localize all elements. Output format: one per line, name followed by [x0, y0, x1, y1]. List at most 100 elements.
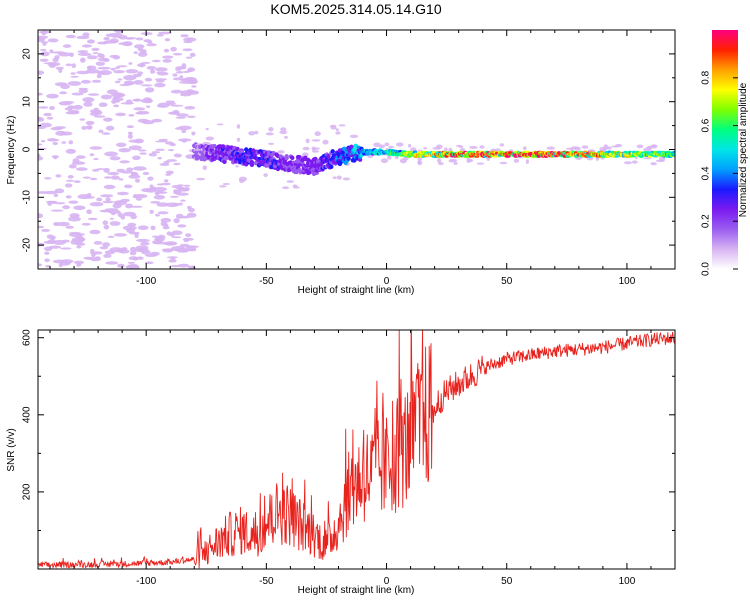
noise-cell: [119, 160, 130, 164]
noise-cell: [180, 90, 194, 95]
x-tick-label: -100: [136, 276, 156, 287]
noise-cell: [173, 52, 183, 56]
noise-cell: [53, 193, 59, 198]
ridge-core: [246, 155, 249, 159]
noise-cell: [144, 261, 154, 265]
ridge-core: [214, 151, 218, 155]
ridge-noise-cell: [302, 146, 310, 151]
noise-cell: [44, 258, 50, 263]
noise-cell: [141, 61, 151, 64]
noise-cell: [118, 249, 130, 254]
ridge-noise-cell: [623, 161, 633, 165]
noise-cell: [169, 143, 176, 147]
noise-cell: [187, 67, 196, 72]
noise-cell: [150, 225, 156, 231]
ridge-noise-cell: [202, 165, 208, 170]
ridge-cell: [330, 149, 335, 154]
noise-cell: [153, 187, 167, 192]
x-tick-label: -50: [259, 576, 274, 587]
noise-cell: [62, 44, 72, 48]
noise-cell: [132, 98, 142, 102]
noise-cell: [166, 256, 179, 259]
noise-cell: [65, 195, 72, 199]
ridge-core: [335, 155, 339, 159]
spectrogram-y-axis-label: Frequency (Hz): [6, 116, 17, 185]
noise-cell: [38, 263, 43, 267]
noise-cell: [91, 79, 102, 83]
noise-cell: [83, 101, 93, 107]
noise-cell: [97, 57, 110, 62]
noise-cell: [155, 67, 168, 72]
noise-cell: [163, 241, 178, 246]
noise-cell: [67, 175, 74, 179]
ridge-noise-cell: [636, 144, 644, 149]
noise-cell: [81, 222, 91, 226]
ridge-noise-cell: [432, 147, 441, 150]
ridge-noise-cell: [499, 161, 508, 165]
noise-cell: [126, 167, 134, 172]
ridge-cell: [346, 156, 351, 161]
noise-cell: [178, 202, 183, 206]
ridge-noise-cell: [611, 145, 620, 148]
ridge-noise-cell: [444, 147, 448, 152]
noise-cell: [182, 70, 191, 73]
noise-cell: [127, 131, 133, 135]
y-tick-label: 10: [22, 96, 33, 108]
noise-cell: [103, 184, 116, 190]
ridge-noise-cell: [387, 155, 392, 160]
noise-cell: [50, 138, 60, 142]
noise-cell: [43, 112, 52, 117]
noise-cell: [135, 245, 149, 250]
noise-cell: [68, 140, 74, 145]
noise-cell: [184, 106, 196, 110]
noise-cell: [185, 246, 197, 251]
noise-cell: [165, 170, 174, 175]
ridge-noise-cell: [335, 131, 341, 135]
noise-cell: [46, 93, 59, 99]
noise-cell: [55, 66, 64, 70]
ridge-noise-cell: [453, 161, 458, 165]
noise-cell: [177, 263, 190, 268]
spectrogram-frame: [37, 29, 676, 270]
noise-cell: [189, 52, 196, 58]
noise-cell: [160, 217, 172, 223]
noise-cell: [47, 62, 61, 67]
noise-cell: [80, 57, 86, 63]
noise-cell: [81, 44, 92, 48]
noise-cell: [163, 48, 170, 53]
noise-cell: [155, 79, 165, 83]
ridge-noise-cell: [292, 184, 298, 188]
noise-cell: [44, 177, 52, 180]
ridge-cell: [223, 155, 229, 160]
ridge-cell: [326, 154, 331, 159]
noise-cell: [82, 176, 91, 179]
colorbar-bar: [712, 30, 738, 269]
noise-cell: [47, 38, 59, 43]
noise-cell: [123, 75, 137, 81]
noise-cell: [38, 106, 49, 109]
noise-cell: [80, 79, 92, 84]
ridge-noise-cell: [322, 139, 329, 145]
noise-cell: [173, 189, 178, 195]
ridge-noise-cell: [403, 156, 409, 161]
ridge-noise-cell: [349, 134, 359, 138]
noise-cell: [73, 104, 83, 110]
noise-cell: [52, 51, 66, 54]
ridge-core: [259, 157, 262, 160]
ridge-noise-cell: [513, 158, 520, 163]
noise-cell: [38, 143, 43, 146]
noise-cell: [60, 84, 70, 90]
noise-cell: [50, 209, 64, 212]
ridge-noise-cell: [469, 145, 478, 149]
noise-cell: [149, 184, 154, 190]
noise-cell: [103, 167, 110, 173]
noise-cell: [153, 195, 166, 200]
noise-cell: [151, 151, 161, 154]
noise-cell: [132, 166, 147, 171]
noise-cell: [38, 213, 44, 219]
noise-cell: [127, 37, 137, 40]
ridge-noise-cell: [277, 150, 285, 154]
noise-cell: [78, 88, 89, 94]
noise-cell: [184, 187, 190, 191]
ridge-cell: [290, 155, 295, 160]
